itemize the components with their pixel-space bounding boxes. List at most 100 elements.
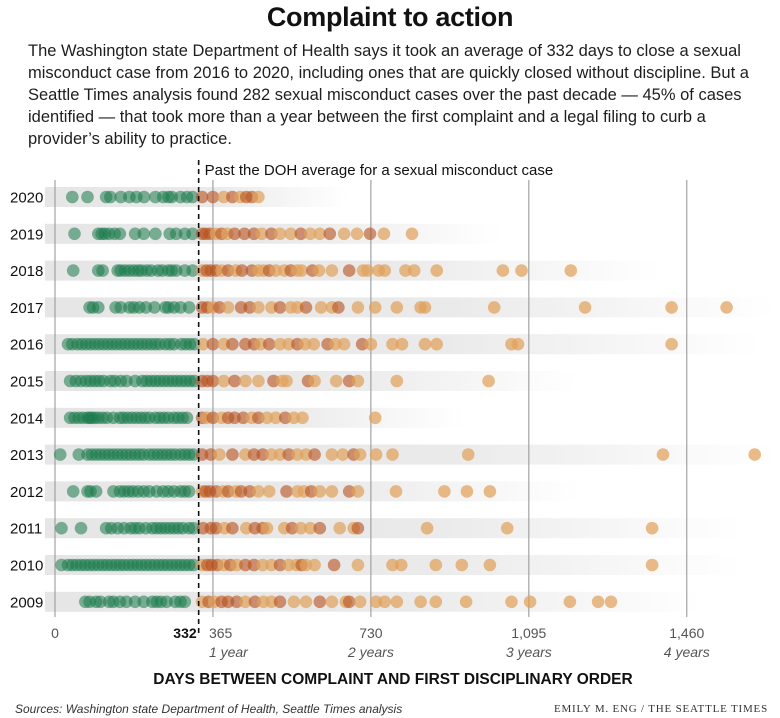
data-point-2019 [294,227,308,241]
data-point-2015 [342,374,356,388]
data-point-2012 [438,485,451,498]
data-point-2010 [645,558,659,572]
data-point-2012 [280,485,293,498]
data-point-2009 [505,595,518,609]
data-point-2016 [395,337,409,351]
data-point-2016 [430,337,444,351]
year-label-2013: 2013 [10,447,43,464]
data-point-2009 [273,595,287,609]
data-point-2010 [483,558,497,572]
year-label-2019: 2019 [10,226,43,243]
data-point-2014 [269,411,283,425]
data-point-2009 [523,595,537,609]
data-point-2019 [255,227,269,241]
data-point-2011 [187,521,200,535]
data-point-2015 [330,374,343,388]
data-point-2018 [295,264,308,277]
data-point-2015 [482,374,495,388]
data-point-2019 [323,227,337,241]
data-point-2019 [304,227,317,241]
data-point-2012 [351,485,365,498]
data-point-2017 [243,301,256,314]
data-point-2016 [364,337,378,351]
data-point-2019 [337,227,351,241]
data-point-2017 [332,301,345,314]
data-point-2015 [351,374,365,388]
data-point-2014 [260,411,274,425]
data-point-2020 [252,190,265,204]
data-point-2019 [363,227,377,241]
data-point-2011 [74,521,88,535]
data-point-2015 [267,374,280,388]
data-point-2020 [137,190,151,204]
data-point-2013 [656,448,670,461]
data-point-2016 [665,337,678,351]
data-point-2009 [120,595,133,609]
data-point-2018 [564,264,578,277]
data-point-2014 [206,411,220,425]
data-point-2016 [386,337,399,351]
data-point-2013 [336,448,350,461]
data-point-2015 [206,374,220,388]
data-point-2019 [284,227,298,241]
data-point-2011 [351,521,365,535]
x-tick-sublabel-365: 1 year [209,644,249,660]
year-label-2017: 2017 [10,300,43,317]
data-point-2014 [278,411,292,425]
data-point-2019 [350,227,364,241]
data-point-2018 [96,264,109,277]
x-tick-label-365: 365 [209,625,233,641]
data-point-2020 [104,190,117,204]
data-point-2015 [280,374,293,388]
data-point-2019 [186,227,199,241]
data-point-2011 [285,521,299,535]
data-point-2018 [496,264,510,277]
data-point-2016 [418,337,432,351]
data-point-2018 [430,264,444,277]
x-axis: 0 332 365 1 year 730 2 years 1,095 3 years 1,460… [51,625,710,688]
data-point-2019 [137,227,150,241]
data-point-2009 [325,595,339,609]
data-point-2009 [230,595,243,609]
data-point-2009 [604,595,618,609]
data-point-2009 [353,595,367,609]
x-tick-label-1460: 1,460 [669,625,704,641]
x-tick-label-332: 332 [173,625,197,641]
data-point-2009 [299,595,313,609]
data-point-2020 [186,190,199,204]
data-point-2014 [236,411,250,425]
data-point-2017 [390,301,404,314]
data-point-2011 [420,521,434,535]
year-label-2018: 2018 [10,263,43,280]
year-label-2014: 2014 [10,410,43,427]
data-point-2019 [68,227,81,241]
data-point-2017 [273,301,287,314]
data-point-2019 [238,227,251,241]
year-label-2015: 2015 [10,374,43,391]
data-point-2011 [294,521,308,535]
data-point-2017 [418,301,432,314]
data-point-2020 [81,190,94,204]
x-tick-sublabel-1460: 4 years [664,644,710,660]
data-point-2012 [182,485,196,498]
data-point-2012 [252,485,265,498]
data-point-2018 [325,264,339,277]
data-point-2018 [186,264,199,277]
data-point-2020 [195,190,209,204]
data-point-2009 [94,595,107,609]
data-point-2010 [394,558,408,572]
data-point-2016 [196,337,210,351]
data-point-2012 [262,485,276,498]
data-point-2011 [226,521,239,535]
data-point-2012 [313,485,327,498]
data-point-2010 [247,558,261,572]
data-point-2017 [252,301,265,314]
data-point-2012 [342,485,356,498]
data-point-2018 [378,264,392,277]
data-point-2017 [221,301,235,314]
data-point-2012 [325,485,339,498]
data-point-2015 [239,374,252,388]
data-point-2017 [148,301,161,314]
data-point-2013 [325,448,339,461]
data-point-2011 [500,521,514,535]
